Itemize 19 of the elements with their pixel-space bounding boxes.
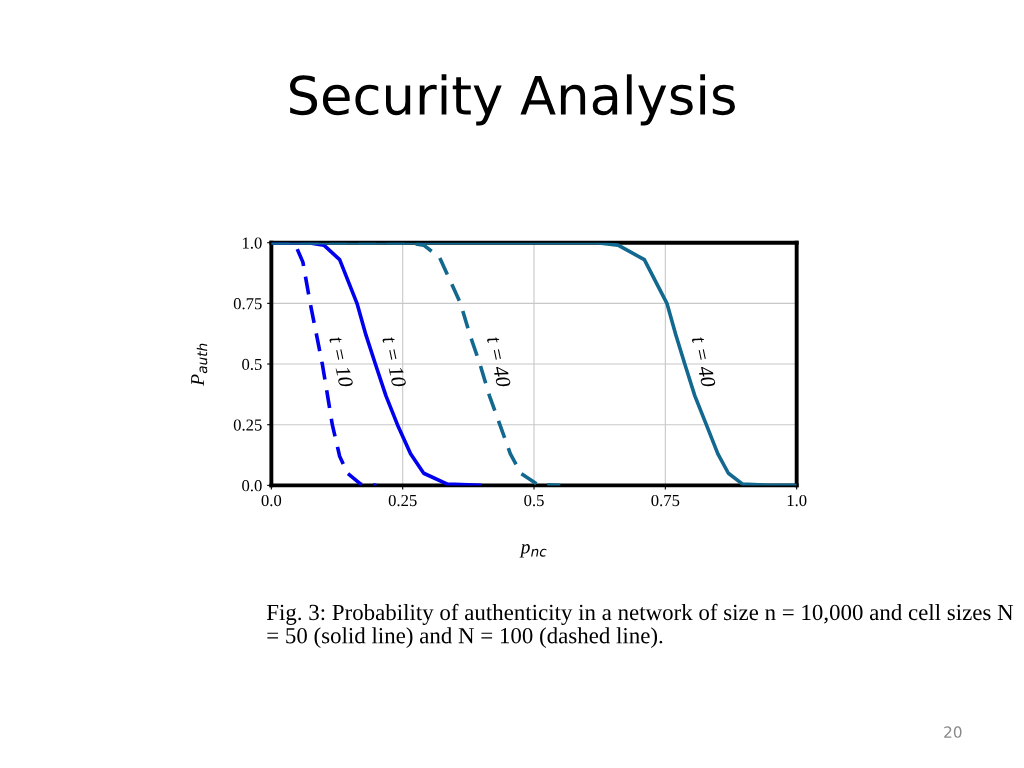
y-tick-label: 0.75 [233, 298, 262, 310]
x-tick-label: 0.0 [261, 494, 282, 507]
text: 20 [944, 726, 962, 738]
x-axis-title: p$_{nc}$ [519, 544, 547, 558]
y-tick-label: 0.5 [242, 358, 262, 371]
y-tick-label: 0.0 [242, 480, 262, 492]
y-tick-label: 1.0 [242, 237, 262, 249]
x-tick-label: 0.25 [388, 494, 417, 507]
caption: Fig. 3: Probability of authenticity in a network of size n = 10,000 and cell sizes N = 50 (solid line) and N = 100 (dashed line). [266, 603, 1014, 649]
text: t = 40 [691, 336, 716, 388]
text: t = 40 [486, 336, 511, 388]
chart-title: Security Analysis [290, 74, 735, 126]
text: t = 10 [329, 336, 354, 388]
y-axis-title: P$_{auth}$ [191, 343, 208, 386]
x-tick-label: 1.0 [787, 494, 807, 507]
y-tick-label: 0.25 [233, 419, 262, 431]
x-tick-label: 0.75 [651, 494, 680, 507]
x-tick-label: 0.5 [524, 494, 544, 507]
text: t = 10 [382, 336, 407, 388]
